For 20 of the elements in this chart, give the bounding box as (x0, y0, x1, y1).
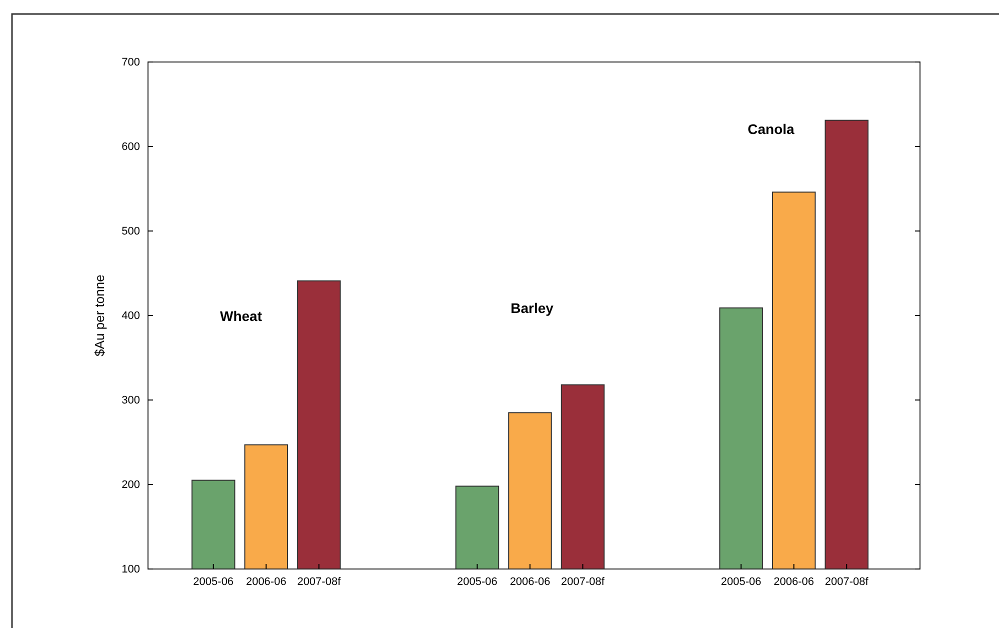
y-tick-label: 200 (122, 479, 140, 492)
x-tick-label: 2007-08f (824, 576, 870, 588)
x-tick-label: 2006-06 (510, 576, 550, 588)
y-tick-label: 600 (122, 141, 140, 154)
x-tick-label: 2007-08f (561, 576, 606, 588)
y-tick-label: 700 (122, 56, 140, 69)
annotation: Wheat (220, 308, 262, 324)
y-tick-label: 400 (122, 310, 140, 322)
x-tick-label: 2005-06 (720, 576, 762, 588)
y-tick-label: 100 (122, 564, 140, 576)
x-tick-label: 2006-06 (774, 576, 814, 588)
annotation: Canola (748, 121, 795, 137)
y-tick-label: 300 (122, 394, 140, 407)
x-tick-label: 2005-06 (457, 576, 498, 588)
y-axis-title: $Au per tonne (92, 274, 107, 356)
annotation: Barley (510, 300, 554, 316)
x-tick-label: 2006-06 (246, 576, 286, 588)
x-tick-label: 2007-08f (297, 576, 342, 588)
x-tick-label: 2005-06 (193, 576, 234, 588)
y-tick-label: 500 (122, 226, 140, 238)
